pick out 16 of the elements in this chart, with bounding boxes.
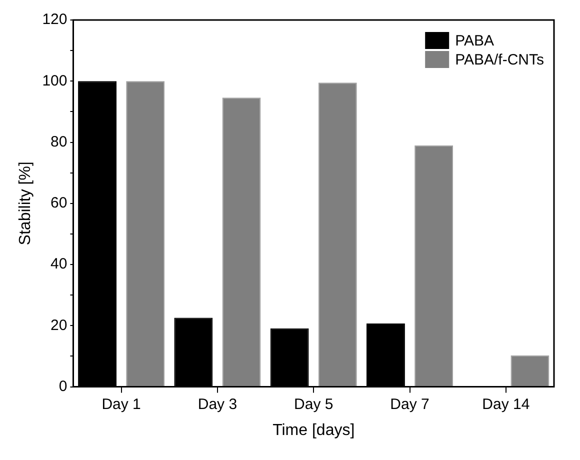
legend-label: PABA/f-CNTs [455, 52, 544, 69]
y-tick-label: 0 [58, 378, 68, 395]
y-tick-label: 100 [42, 72, 68, 90]
x-axis-title: Time [days] [272, 422, 355, 439]
x-tick-label: Day 1 [102, 396, 141, 413]
y-tick-label: 40 [50, 256, 68, 273]
x-tick-label: Day 5 [294, 396, 334, 413]
x-tick-label: Day 3 [198, 396, 238, 413]
y-tick-label: 60 [50, 194, 68, 212]
y-tick-label: 20 [50, 316, 68, 334]
y-axis-title: Stability [%] [17, 162, 34, 246]
x-tick-label: Day 7 [390, 396, 430, 413]
y-tick-label: 80 [50, 133, 68, 150]
y-tick-label: 120 [42, 11, 68, 28]
x-tick-label: Day 14 [482, 396, 530, 413]
legend-label: PABA [455, 32, 494, 50]
